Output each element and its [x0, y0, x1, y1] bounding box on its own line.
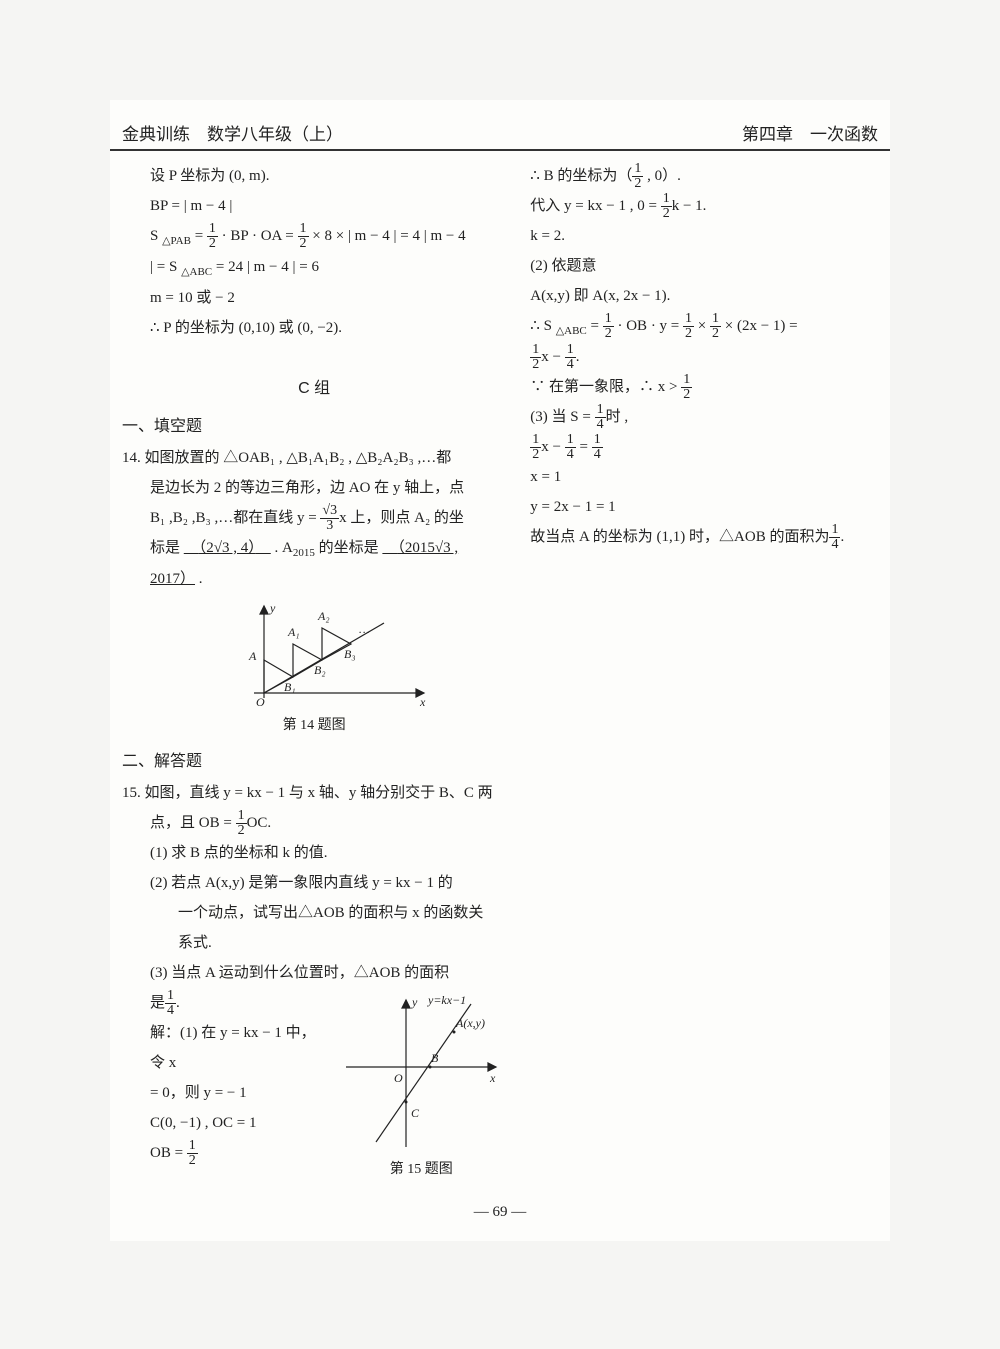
line: (2) 依题意	[530, 251, 878, 281]
line: ∵ 在第一象限，∴ x > 12	[530, 372, 878, 402]
right-column: ∴ B 的坐标为（12 , 0）. 代入 y = kx − 1 , 0 = 12…	[530, 161, 878, 1184]
line: ∴ S △ABC = 12 · OB · y = 12 × 12 × (2x −…	[530, 311, 878, 342]
svg-text:A(x,y): A(x,y)	[455, 1016, 485, 1030]
page-header: 金典训练 数学八年级（上） 第四章 一次函数	[110, 120, 890, 151]
svg-text:B₁: B₁	[284, 680, 296, 694]
group-c-heading: C 组	[122, 373, 506, 405]
line: (2) 若点 A(x,y) 是第一象限内直线 y = kx − 1 的	[122, 868, 506, 898]
question-15: 15. 如图，直线 y = kx − 1 与 x 轴、y 轴分别交于 B、C 两…	[122, 778, 506, 1184]
line: 12x − 14.	[530, 342, 878, 372]
line: y = 2x − 1 = 1	[530, 492, 878, 522]
line: S △PAB = 12 · BP · OA = 12 × 8 × | m − 4…	[150, 221, 506, 252]
line: = 0，则 y = − 1	[150, 1078, 330, 1108]
prev-solution: 设 P 坐标为 (0, m). BP = | m − 4 | S △PAB = …	[122, 161, 506, 343]
header-right: 第四章 一次函数	[742, 120, 878, 145]
line: ∴ B 的坐标为（12 , 0）.	[530, 161, 878, 191]
line: C(0, −1) , OC = 1	[150, 1108, 330, 1138]
line: x = 1	[530, 462, 878, 492]
line: 标是 （2√3 , 4） . A2015 的坐标是 （2015√3 ,	[122, 533, 506, 564]
page: 金典训练 数学八年级（上） 第四章 一次函数 设 P 坐标为 (0, m). B…	[110, 100, 890, 1241]
line: 12x − 14 = 14	[530, 432, 878, 462]
line: 是边长为 2 的等边三角形，边 AO 在 y 轴上，点	[122, 473, 506, 503]
line: 2017） .	[122, 564, 506, 594]
svg-text:x: x	[419, 695, 426, 708]
q14-caption: 第 14 题图	[122, 712, 506, 740]
svg-text:A₂: A₂	[317, 609, 330, 623]
svg-text:x: x	[489, 1071, 496, 1085]
line: 设 P 坐标为 (0, m).	[150, 161, 506, 191]
svg-text:C: C	[411, 1106, 420, 1120]
left-column: 设 P 坐标为 (0, m). BP = | m − 4 | S △PAB = …	[122, 161, 506, 1184]
two-column-layout: 设 P 坐标为 (0, m). BP = | m − 4 | S △PAB = …	[110, 151, 890, 1194]
svg-text:…: …	[359, 622, 370, 636]
line: 是14.	[150, 988, 330, 1018]
answer-blank-1: （2√3 , 4）	[184, 540, 271, 556]
section-solve: 二、解答题	[122, 746, 506, 778]
header-left: 金典训练 数学八年级（上）	[122, 120, 343, 145]
line: 解：(1) 在 y = kx − 1 中，令 x	[150, 1018, 330, 1078]
line: 14. 如图放置的 △OAB₁ , △B₁A₁B₂ , △B₂A₂B₃ ,…都	[122, 443, 506, 473]
line: 15. 如图，直线 y = kx − 1 与 x 轴、y 轴分别交于 B、C 两	[122, 778, 506, 808]
section-fill-blank: 一、填空题	[122, 411, 506, 443]
q15-figure-wrap: y x O B C A(x,y) y=kx−1	[336, 988, 506, 1184]
line: 系式.	[122, 928, 506, 958]
answer-blank-2: （2015√3 ,	[382, 540, 458, 556]
svg-text:B: B	[431, 1051, 439, 1065]
q15-text-and-figure: 是14. 解：(1) 在 y = kx − 1 中，令 x = 0，则 y = …	[122, 988, 506, 1184]
page-number: — 69 —	[110, 1204, 890, 1221]
line: OB = 12	[150, 1138, 330, 1168]
svg-text:A₁: A₁	[287, 625, 300, 639]
line: B₁ ,B₂ ,B₃ ,…都在直线 y = √33x 上，则点 A₂ 的坐	[122, 503, 506, 533]
q15-solution-text: 是14. 解：(1) 在 y = kx − 1 中，令 x = 0，则 y = …	[150, 988, 330, 1168]
line: k = 2.	[530, 221, 878, 251]
svg-text:O: O	[394, 1071, 403, 1085]
line: (1) 求 B 点的坐标和 k 的值.	[122, 838, 506, 868]
line: | = S △ABC = 24 | m − 4 | = 6	[150, 252, 506, 283]
svg-text:y=kx−1: y=kx−1	[427, 993, 466, 1007]
line: BP = | m − 4 |	[150, 191, 506, 221]
line: (3) 当 S = 14时 ,	[530, 402, 878, 432]
svg-text:y: y	[411, 995, 418, 1009]
line: m = 10 或 − 2	[150, 283, 506, 313]
svg-text:y: y	[269, 601, 276, 615]
line: ∴ P 的坐标为 (0,10) 或 (0, −2).	[150, 313, 506, 343]
q15-caption: 第 15 题图	[336, 1156, 506, 1184]
svg-text:O: O	[256, 695, 265, 708]
line: (3) 当点 A 运动到什么位置时，△AOB 的面积	[122, 958, 506, 988]
line: 一个动点，试写出△AOB 的面积与 x 的函数关	[122, 898, 506, 928]
q15-diagram: y x O B C A(x,y) y=kx−1	[336, 992, 506, 1152]
svg-text:A: A	[248, 649, 257, 663]
question-14: 14. 如图放置的 △OAB₁ , △B₁A₁B₂ , △B₂A₂B₃ ,…都 …	[122, 443, 506, 740]
line: 代入 y = kx − 1 , 0 = 12k − 1.	[530, 191, 878, 221]
line: 故当点 A 的坐标为 (1,1) 时，△AOB 的面积为14.	[530, 522, 878, 552]
svg-text:B₂: B₂	[314, 663, 326, 677]
q14-diagram: y x O A A₁ A₂ B₁ B₂ B₃ …	[194, 598, 434, 708]
line: A(x,y) 即 A(x, 2x − 1).	[530, 281, 878, 311]
svg-text:B₃: B₃	[344, 647, 356, 661]
line: 点，且 OB = 12OC.	[122, 808, 506, 838]
